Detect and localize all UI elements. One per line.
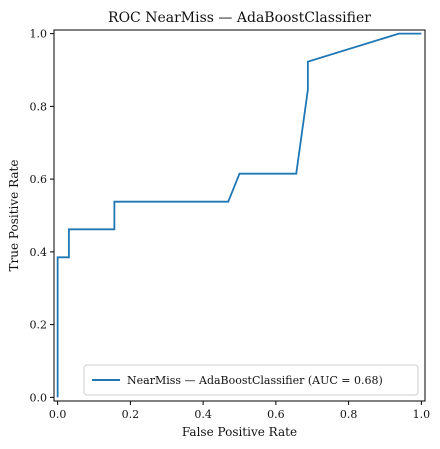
legend: NearMiss — AdaBoostClassifier (AUC = 0.6… bbox=[83, 364, 419, 396]
legend-box bbox=[83, 364, 419, 396]
x-axis-ticks: 0.0 0.2 0.4 0.6 0.8 1.0 bbox=[49, 401, 430, 421]
roc-curve-line bbox=[56, 32, 422, 398]
y-axis-ticks: 0.0 0.2 0.4 0.6 0.8 1.0 bbox=[30, 28, 54, 404]
y-tick-label: 0.0 bbox=[30, 391, 48, 404]
x-tick-label: 0.0 bbox=[49, 408, 67, 421]
x-tick-label: 0.4 bbox=[194, 408, 212, 421]
x-tick-label: 0.6 bbox=[267, 408, 285, 421]
y-axis-label: True Positive Rate bbox=[7, 160, 21, 272]
y-tick-label: 1.0 bbox=[30, 28, 48, 41]
y-tick-label: 0.8 bbox=[30, 100, 48, 113]
x-tick-label: 0.8 bbox=[340, 408, 358, 421]
y-tick-label: 0.2 bbox=[30, 319, 48, 332]
legend-entry: NearMiss — AdaBoostClassifier (AUC = 0.6… bbox=[127, 374, 383, 387]
chart-title: ROC NearMiss — AdaBoostClassifier bbox=[108, 10, 371, 26]
series-layer bbox=[56, 32, 422, 398]
x-tick-label: 0.2 bbox=[122, 408, 140, 421]
x-tick-label: 1.0 bbox=[413, 408, 431, 421]
plot-frame bbox=[53, 29, 426, 402]
x-axis-label: False Positive Rate bbox=[182, 425, 297, 439]
y-tick-label: 0.6 bbox=[30, 173, 48, 186]
y-tick-label: 0.4 bbox=[30, 246, 48, 259]
